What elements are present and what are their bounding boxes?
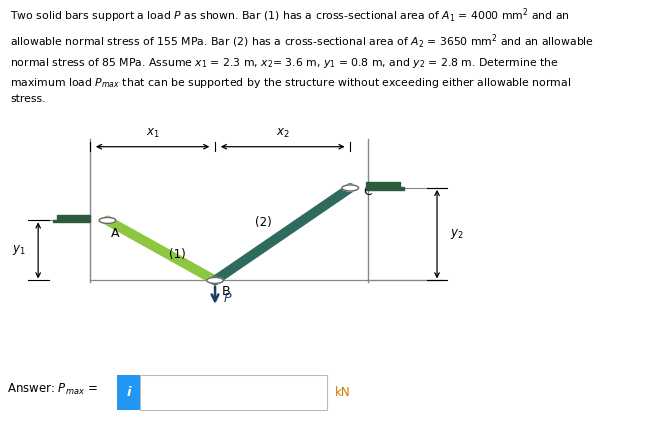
Text: Two solid bars support a load $P$ as shown. Bar (1) has a cross-sectional area o: Two solid bars support a load $P$ as sho… [10,7,594,104]
Text: B: B [222,285,231,298]
Circle shape [99,218,116,223]
Text: (2): (2) [255,216,272,229]
Bar [366,187,404,190]
Text: $x_1$: $x_1$ [145,127,159,140]
Circle shape [207,277,223,283]
Text: P: P [223,292,231,305]
Text: (1): (1) [169,248,185,261]
Bar [57,215,90,220]
Text: C: C [363,185,372,198]
Text: kN: kN [335,386,350,399]
FancyBboxPatch shape [140,375,327,410]
Circle shape [342,185,359,191]
Text: i: i [126,386,131,399]
Text: $y_1$: $y_1$ [12,243,25,257]
Text: A: A [111,227,119,240]
Text: $x_2$: $x_2$ [276,127,289,140]
Bar [366,182,400,187]
Text: Answer: $P_{max}$ =: Answer: $P_{max}$ = [7,382,97,396]
Text: $y_2$: $y_2$ [450,227,463,241]
FancyBboxPatch shape [117,375,140,410]
Bar [53,220,90,223]
